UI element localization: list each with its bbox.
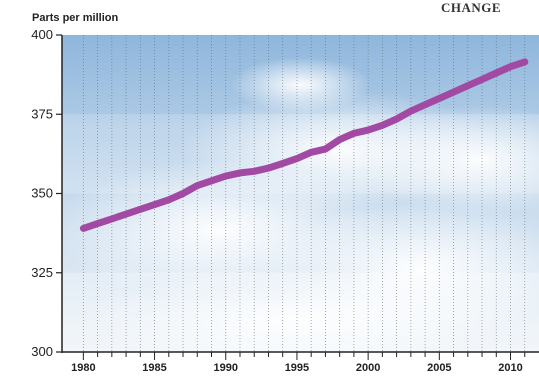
co2-concentration-line: [79, 58, 529, 232]
x-tick-label: 1985: [142, 362, 166, 374]
x-tick-label: 1980: [71, 362, 95, 374]
y-tick-label: 375: [31, 106, 53, 121]
x-tick-label: 2010: [498, 362, 522, 374]
grid-lines: [82, 35, 526, 352]
x-tick-label: 1995: [285, 362, 309, 374]
x-tick-label: 2000: [356, 362, 380, 374]
tick-labels: 300 325 350 375 400 1980 1985 1990 1995 2000 2005 2…: [31, 27, 522, 374]
series-layer: [79, 58, 529, 232]
cloud: [80, 270, 520, 370]
y-tick-label: 325: [31, 265, 53, 280]
x-tick-label: 2005: [427, 362, 451, 374]
axes: [56, 34, 539, 360]
y-axis-label: Parts per million: [32, 12, 118, 24]
cloud: [360, 105, 539, 215]
y-tick-label: 300: [31, 344, 53, 359]
y-tick-label: 400: [31, 27, 53, 42]
y-tick-label: 350: [31, 186, 53, 201]
brand-logo-text: CHANGE: [441, 0, 501, 15]
band-325-300: [62, 272, 539, 352]
x-tick-label: 1990: [214, 362, 238, 374]
